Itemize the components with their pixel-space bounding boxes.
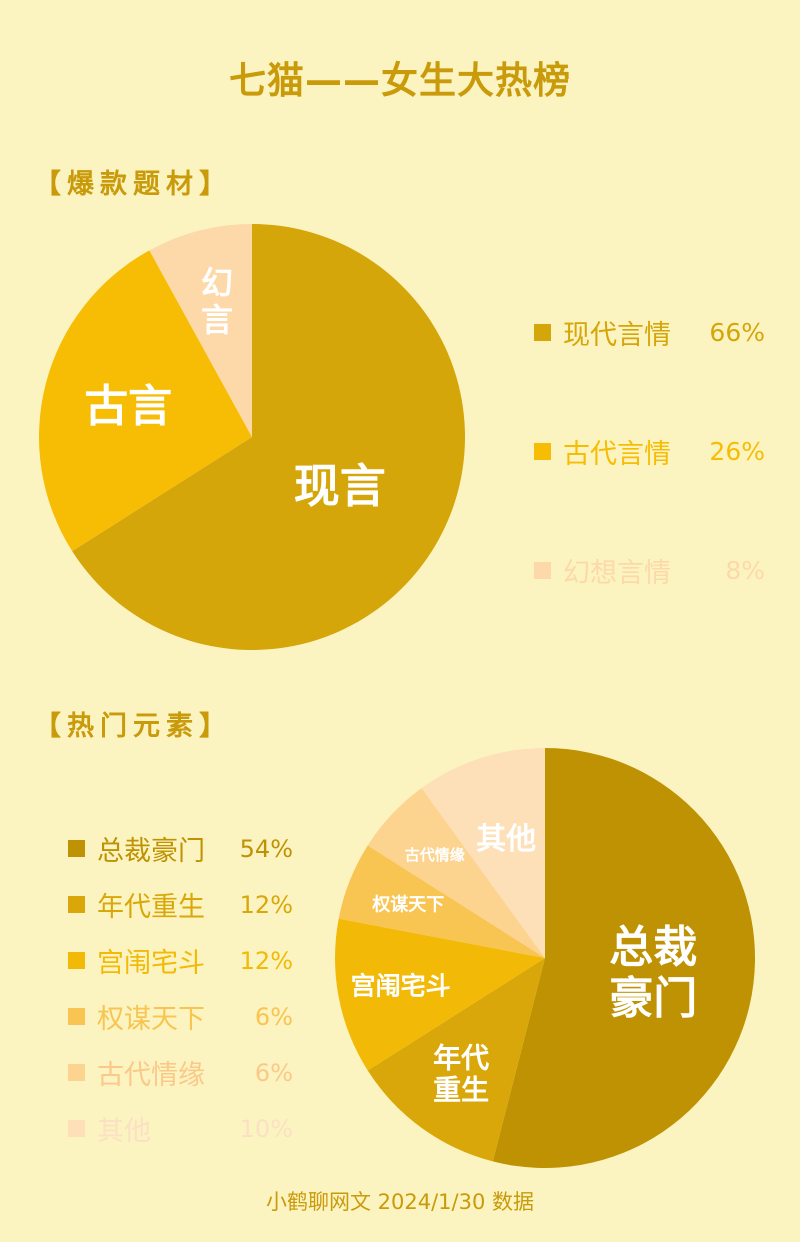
legend-value: 6% [254, 1058, 293, 1087]
legend-swatch [534, 562, 551, 579]
slice-label-0-0: 现言 [294, 459, 386, 513]
slice-label-1-3: 权谋天下 [371, 893, 444, 915]
legend-label: 幻想言情 [563, 558, 671, 589]
page-title: 七猫——女生大热榜 [229, 59, 571, 102]
pie-slice-0-0 [72, 224, 466, 650]
slice-label-0-1: 古言 [84, 381, 172, 432]
legend-item: 年代重生 12% [68, 885, 293, 924]
slice-label-1-4: 古代情缘 [405, 846, 465, 864]
legend-label: 宫闱宅斗 [97, 948, 205, 979]
legend-value: 12% [239, 946, 293, 975]
slice-label-1-1: 年代重生 [433, 1042, 489, 1107]
slice-label-1-2: 宫闱宅斗 [351, 972, 451, 1001]
pie-slice-1-4 [367, 788, 545, 958]
footer-source: 小鹤聊网文 2024/1/30 数据 [265, 1190, 535, 1214]
pie-slice-0-1 [39, 250, 253, 552]
legend-item: 幻想言情 8% [534, 551, 765, 590]
legend-swatch [68, 952, 85, 969]
legend-label: 其他 [97, 1116, 151, 1147]
legend-value: 6% [254, 1002, 293, 1031]
legend-swatch [68, 1008, 85, 1025]
section-title-elements: 【热门元素】 [34, 711, 232, 742]
legend-value: 10% [239, 1114, 293, 1143]
legend-value: 54% [239, 834, 293, 863]
legend-label: 权谋天下 [97, 1004, 205, 1035]
legend-swatch [68, 896, 85, 913]
pie-slice-1-0 [492, 747, 756, 1168]
legend-item: 宫闱宅斗 12% [68, 941, 293, 980]
legend-label: 年代重生 [97, 892, 205, 923]
legend-item: 现代言情 66% [534, 313, 765, 352]
legend-swatch [534, 324, 551, 341]
legend-label: 现代言情 [563, 320, 671, 351]
slice-label-1-5: 其他 [476, 822, 536, 857]
pie-slice-1-2 [335, 918, 545, 1071]
section-title-topics: 【爆款题材】 [34, 169, 232, 200]
slice-label-1-0: 总裁豪门 [609, 922, 697, 1024]
legend-item: 权谋天下 6% [68, 997, 293, 1036]
legend-label: 古代言情 [563, 439, 671, 470]
legend-swatch [68, 840, 85, 857]
legend-value: 66% [709, 318, 765, 347]
legend-item: 其他 10% [68, 1109, 293, 1148]
legend-swatch [534, 443, 551, 460]
pie-slice-1-5 [421, 748, 545, 958]
legend-item: 古代言情 26% [534, 432, 765, 471]
pie-slice-1-1 [367, 958, 545, 1162]
legend-label: 古代情缘 [97, 1060, 205, 1091]
legend-swatch [68, 1120, 85, 1137]
legend-item: 总裁豪门 54% [68, 829, 293, 868]
legend-value: 12% [239, 890, 293, 919]
legend-item: 古代情缘 6% [68, 1053, 293, 1092]
legend-value: 26% [709, 437, 765, 466]
slice-label-0-2: 幻言 [201, 264, 233, 339]
legend-swatch [68, 1064, 85, 1081]
legend-value: 8% [725, 556, 765, 585]
pie-slice-0-2 [149, 224, 252, 437]
legend-label: 总裁豪门 [97, 836, 205, 867]
pie-slice-1-3 [338, 845, 545, 958]
